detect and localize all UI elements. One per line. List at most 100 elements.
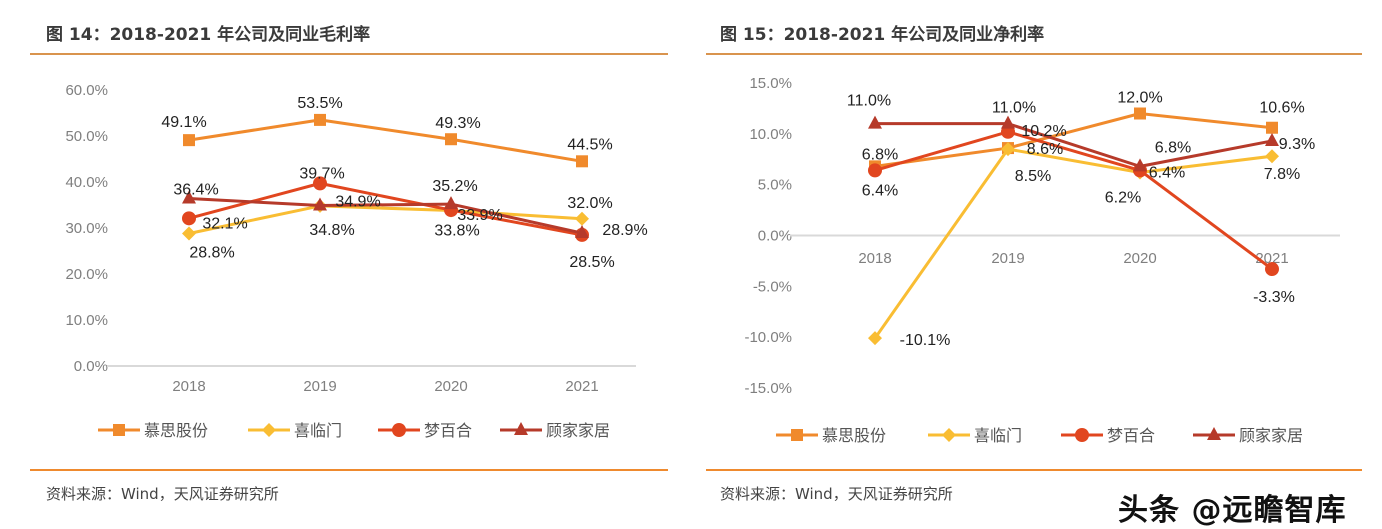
data-label: 7.8% [1264, 166, 1300, 183]
legend-label: 顾家家居 [1239, 426, 1303, 445]
legend-marker [113, 424, 125, 436]
x-tick-label: 2021 [565, 378, 598, 395]
data-point [183, 134, 195, 147]
series-line [875, 122, 1273, 168]
legend-label: 喜临门 [974, 426, 1022, 445]
legend-marker [1207, 427, 1221, 440]
legend: 慕思股份 喜临门 梦百合 顾家家居 [776, 426, 1303, 445]
y-tick-label: 40.0% [65, 174, 108, 191]
y-tick-label: -10.0% [744, 329, 792, 346]
x-tick-label: 2018 [172, 378, 205, 395]
series-1 [868, 142, 1279, 346]
legend-marker [791, 429, 803, 441]
legend-item: 顾家家居 [500, 421, 610, 440]
y-tick-label: 5.0% [758, 177, 792, 194]
series-3 [868, 115, 1279, 172]
right-source-note: 资料来源：Wind，天风证券研究所 [720, 485, 953, 503]
data-point [444, 196, 458, 210]
data-label: 10.6% [1259, 100, 1304, 117]
data-label: -10.1% [900, 332, 951, 349]
legend-marker [514, 422, 528, 435]
legend-label: 梦百合 [1107, 426, 1155, 445]
data-label: 28.5% [569, 254, 614, 271]
data-point [314, 113, 326, 126]
data-label: -3.3% [1253, 289, 1295, 306]
series-line [188, 118, 583, 163]
data-label: 44.5% [567, 136, 612, 153]
x-tick-label: 2020 [434, 378, 467, 395]
legend-item: 喜临门 [248, 421, 342, 440]
series-line [188, 204, 583, 235]
data-point [182, 226, 196, 241]
data-label: 33.8% [434, 223, 479, 240]
data-point [575, 211, 589, 226]
data-label: 32.0% [567, 195, 612, 212]
data-point [182, 190, 196, 204]
data-label: 36.4% [173, 182, 218, 199]
gross-margin-chart: 0.0% 10.0% 20.0% 30.0% 40.0% 50.0% 60.0% 2018 20… [65, 82, 647, 440]
data-point [576, 155, 588, 168]
data-label: 33.9% [457, 207, 502, 224]
y-tick-label: 10.0% [65, 312, 108, 329]
data-label: 6.8% [862, 146, 898, 163]
data-point [1265, 262, 1279, 277]
legend-marker [1075, 428, 1089, 442]
data-point [575, 225, 589, 239]
right-chart-title: 图 15：2018-2021 年公司及同业净利率 [720, 25, 1045, 45]
data-label: 28.9% [602, 222, 647, 239]
legend-item: 梦百合 [1061, 426, 1155, 445]
data-point [1133, 158, 1147, 172]
data-label: 34.8% [309, 222, 354, 239]
data-label: 32.1% [202, 215, 247, 232]
legend-item: 喜临门 [928, 426, 1022, 445]
series-line [874, 112, 1273, 168]
data-point [1265, 132, 1279, 146]
right-header-divider [706, 53, 1362, 55]
series-2 [868, 124, 1279, 277]
data-point [868, 163, 882, 178]
data-label: 39.7% [299, 165, 344, 182]
data-label: 49.3% [435, 115, 480, 132]
series-0 [869, 107, 1278, 173]
y-tick-label: -5.0% [753, 278, 792, 295]
legend-label: 慕思股份 [144, 421, 208, 440]
left-header-divider [30, 53, 668, 55]
data-label: 6.4% [1149, 164, 1185, 181]
series-line [874, 130, 1273, 271]
data-point [182, 211, 196, 226]
data-label: 10.2% [1021, 123, 1066, 140]
data-label: 6.8% [1155, 139, 1191, 156]
y-tick-label: 0.0% [74, 358, 108, 375]
data-point [1134, 107, 1146, 120]
legend-item: 顾家家居 [1193, 426, 1303, 445]
data-point [868, 115, 882, 129]
data-label: 53.5% [297, 95, 342, 112]
data-label: 12.0% [1117, 90, 1162, 107]
data-point [313, 176, 327, 191]
series-line [188, 197, 583, 235]
data-label: 49.1% [161, 114, 206, 131]
x-tick-label: 2018 [858, 250, 891, 267]
y-tick-label: 60.0% [65, 82, 108, 99]
left-chart-title: 图 14：2018-2021 年公司及同业毛利率 [46, 25, 371, 45]
y-tick-label: 20.0% [65, 266, 108, 283]
y-tick-label: 15.0% [749, 75, 792, 92]
data-label: 11.0% [992, 100, 1036, 117]
left-footer-divider [30, 469, 668, 471]
data-label: 8.6% [1027, 141, 1063, 158]
data-point [313, 197, 327, 211]
legend-label: 喜临门 [294, 421, 342, 440]
watermark: 头条 @远瞻智库 [1118, 493, 1347, 528]
legend-marker [262, 423, 276, 437]
legend-label: 顾家家居 [546, 421, 610, 440]
legend-marker [942, 428, 956, 442]
data-point [1266, 121, 1278, 134]
data-label: 6.2% [1105, 189, 1141, 206]
x-tick-label: 2019 [991, 250, 1024, 267]
data-point [1001, 115, 1015, 129]
data-label: 8.5% [1015, 168, 1051, 185]
data-point [445, 133, 457, 146]
data-label: 28.8% [189, 245, 234, 262]
y-tick-label: 30.0% [65, 220, 108, 237]
